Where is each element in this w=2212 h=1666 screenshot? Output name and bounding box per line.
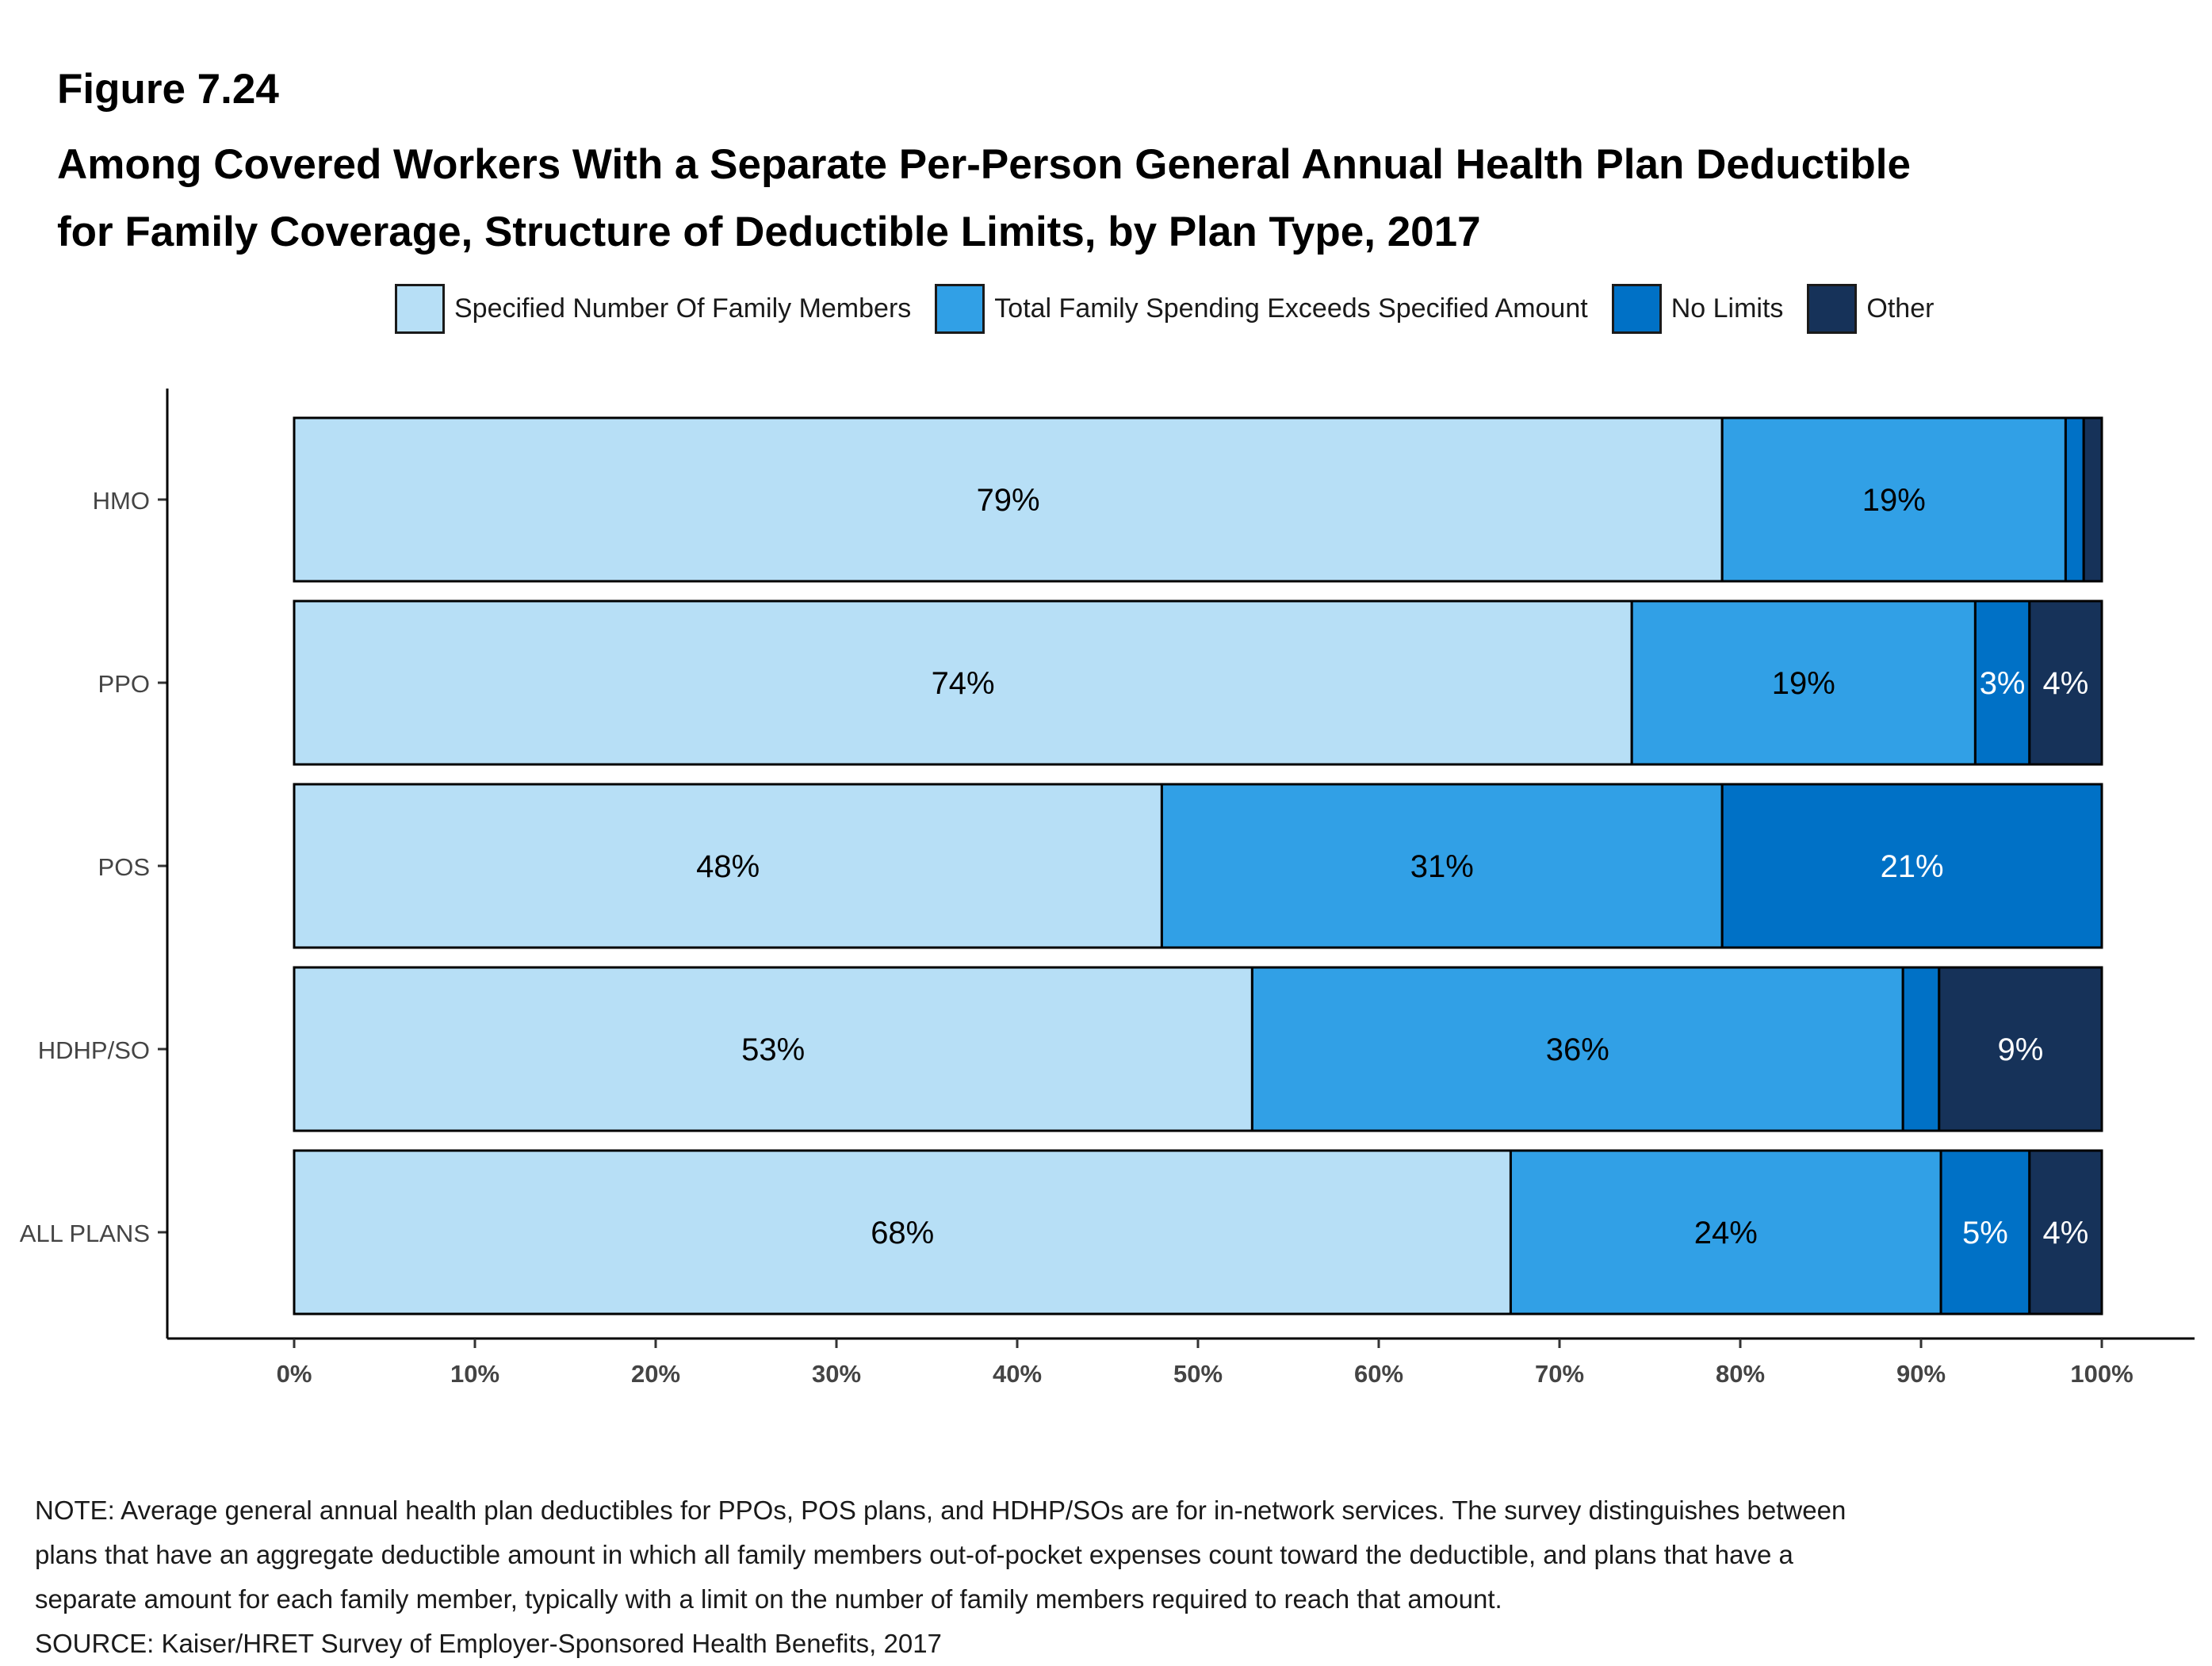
chart-title-line-1: Among Covered Workers With a Separate Pe…	[57, 141, 1912, 188]
note-line-1: NOTE: Average general annual health plan…	[35, 1496, 1847, 1525]
bar-hmo-total-family-spending-exceeds-specified-amount	[1720, 416, 2067, 583]
y-tick-label-all-plans: ALL PLANS	[20, 1220, 150, 1247]
legend-label-no-limits: No Limits	[1670, 293, 1784, 324]
x-tick-label-6: 60%	[1354, 1360, 1403, 1388]
bar-ppo-no-limits	[1973, 599, 2031, 766]
data-label-ppo-total-family-spending-exceeds-specified-amount: 19%	[1772, 666, 1835, 701]
bar-group: 79% 19% 74% 19% 3% 4% 48% 31% 21% 53% 36% 9% 68% 24% 5…	[293, 416, 2103, 1316]
bar-pos-no-limits	[1720, 783, 2103, 949]
data-label-all-plans-other: 4%	[2042, 1216, 2088, 1250]
y-tick-label-hdhp-so: HDHP/SO	[38, 1036, 150, 1064]
legend-item-no-limits: No Limits	[1611, 284, 1784, 334]
bar-hdhp-so-specified-number-of-family-members	[293, 966, 1253, 1132]
data-label-ppo-other: 4%	[2042, 666, 2088, 701]
legend-swatch-other	[1807, 284, 1858, 334]
bar-pos-total-family-spending-exceeds-specified-amount	[1160, 783, 1724, 949]
data-label-hmo-specified-number-of-family-members: 79%	[977, 483, 1040, 518]
bar-all-plans-specified-number-of-family-members	[293, 1149, 1512, 1316]
x-tick-label-4: 40%	[993, 1360, 1042, 1388]
data-label-pos-specified-number-of-family-members: 48%	[696, 849, 760, 884]
bar-hdhp-so-total-family-spending-exceeds-specified-amount	[1250, 966, 1904, 1132]
data-label-all-plans-no-limits: 5%	[1962, 1216, 2008, 1250]
bar-hmo-specified-number-of-family-members	[293, 416, 1724, 583]
x-tick-label-2: 20%	[631, 1360, 680, 1388]
data-label-hdhp-so-total-family-spending-exceeds-specified-amount: 36%	[1546, 1032, 1609, 1067]
legend-swatch-total-spending	[935, 284, 985, 334]
x-tick-label-3: 30%	[812, 1360, 861, 1388]
bar-hdhp-so-other	[1938, 966, 2103, 1132]
bar-ppo-total-family-spending-exceeds-specified-amount	[1630, 599, 1977, 766]
chart-title-line-2: for Family Coverage, Structure of Deduct…	[57, 209, 1481, 255]
y-tick-label-pos: POS	[98, 853, 150, 881]
data-label-ppo-no-limits: 3%	[1980, 666, 2026, 701]
note-line-3: separate amount for each family member, …	[35, 1584, 1502, 1614]
bar-ppo-other	[2028, 599, 2103, 766]
x-tick-label-10: 100%	[2070, 1360, 2133, 1388]
legend-item-specified-members: Specified Number Of Family Members	[395, 284, 911, 334]
legend-item-other: Other	[1807, 284, 1934, 334]
chart-notes: NOTE: Average general annual health plan…	[35, 1488, 2176, 1666]
bar-hmo-other	[2082, 416, 2103, 583]
x-tick-label-5: 50%	[1173, 1360, 1223, 1388]
bar-all-plans-total-family-spending-exceeds-specified-amount	[1509, 1149, 1942, 1316]
bar-all-plans-no-limits	[1939, 1149, 2031, 1316]
chart-title: Among Covered Workers With a Separate Pe…	[57, 131, 2158, 266]
x-tick-label-1: 10%	[450, 1360, 499, 1388]
figure-label: Figure 7.24	[57, 66, 279, 113]
x-tick-label-9: 90%	[1896, 1360, 1946, 1388]
legend-label-total-spending: Total Family Spending Exceeds Specified …	[994, 293, 1588, 324]
chart-legend: Specified Number Of Family Members Total…	[395, 283, 1958, 335]
stacked-bar-chart: 79% 19% 74% 19% 3% 4% 48% 31% 21% 53% 36% 9% 68% 24% 5…	[20, 389, 2195, 1388]
bar-hmo-no-limits	[2064, 416, 2085, 583]
bar-pos-specified-number-of-family-members	[293, 783, 1163, 949]
x-tick-label-8: 80%	[1716, 1360, 1765, 1388]
legend-item-total-spending: Total Family Spending Exceeds Specified …	[935, 284, 1588, 334]
x-tick-label-0: 0%	[277, 1360, 312, 1388]
x-tick-label-7: 70%	[1535, 1360, 1584, 1388]
data-label-pos-no-limits: 21%	[1881, 849, 1944, 884]
legend-swatch-specified-members	[395, 284, 445, 334]
y-tick-label-ppo: PPO	[98, 670, 150, 698]
bar-all-plans-other	[2028, 1149, 2103, 1316]
note-line-2: plans that have an aggregate deductible …	[35, 1540, 1793, 1569]
legend-label-specified-members: Specified Number Of Family Members	[454, 293, 912, 324]
data-label-hdhp-so-specified-number-of-family-members: 53%	[741, 1032, 805, 1067]
bar-hdhp-so-no-limits	[1901, 966, 1941, 1132]
y-tick-label-hmo: HMO	[93, 487, 150, 515]
data-label-hmo-total-family-spending-exceeds-specified-amount: 19%	[1862, 483, 1926, 518]
axes-group: HMO PPO POS HDHP/SO ALL PLANS 0% 10% 20% 30% 40% 5…	[20, 389, 2195, 1388]
legend-label-other: Other	[1866, 293, 1935, 324]
data-label-all-plans-specified-number-of-family-members: 68%	[871, 1216, 934, 1250]
data-label-hdhp-so-other: 9%	[1997, 1032, 2043, 1067]
source-line: SOURCE: Kaiser/HRET Survey of Employer-S…	[35, 1629, 942, 1658]
legend-swatch-no-limits	[1611, 284, 1662, 334]
data-label-all-plans-total-family-spending-exceeds-specified-amount: 24%	[1694, 1216, 1758, 1250]
data-label-pos-total-family-spending-exceeds-specified-amount: 31%	[1410, 849, 1474, 884]
data-label-ppo-specified-number-of-family-members: 74%	[932, 666, 995, 701]
